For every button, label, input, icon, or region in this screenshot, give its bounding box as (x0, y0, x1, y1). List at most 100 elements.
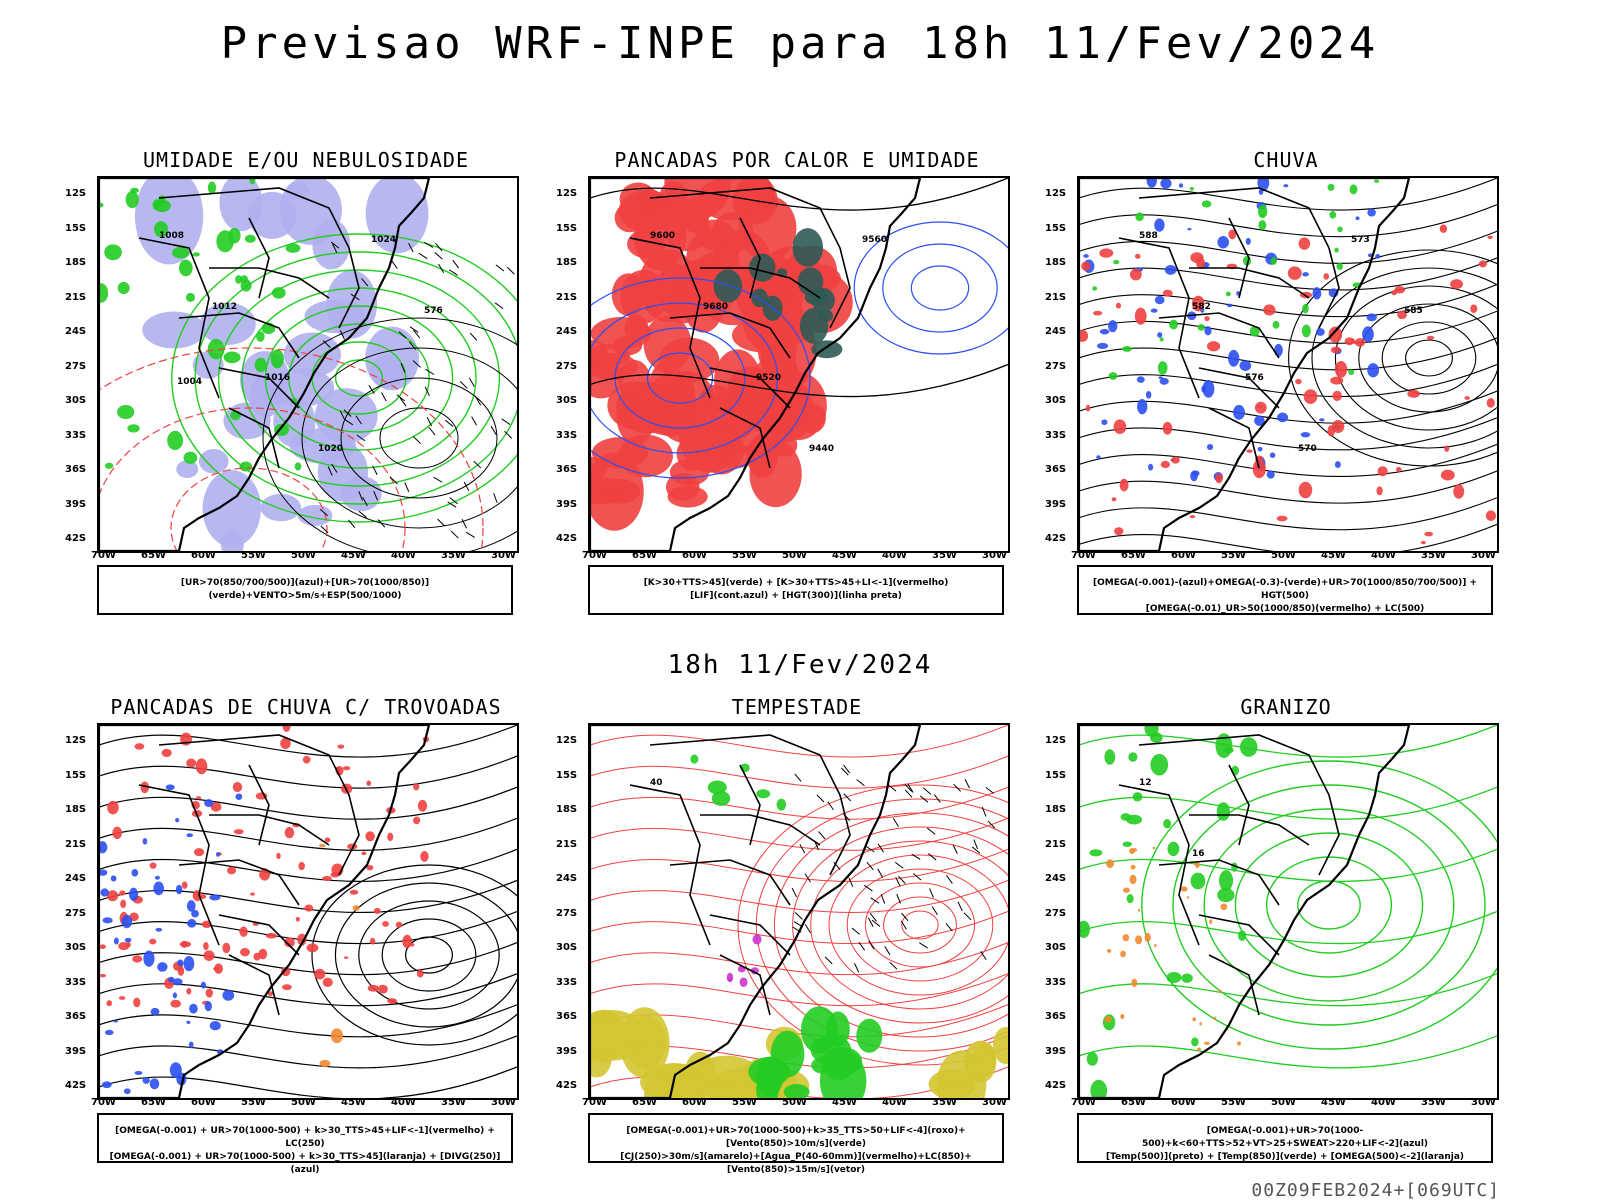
lon-tick-label: 35W (441, 1097, 466, 1108)
page-title: Previsao WRF-INPE para 18h 11/Fev/2024 (220, 18, 1380, 69)
lon-tick-label: 65W (141, 550, 166, 561)
wind850-vector (848, 877, 854, 888)
wind850-vector (963, 912, 972, 921)
omega-ur50-area (1079, 329, 1089, 342)
omega-ur50-area (1111, 497, 1117, 502)
humidity-1000-850-spot (99, 283, 109, 303)
lat-tick-label: 12S (65, 735, 87, 746)
wind850-vector (858, 941, 866, 951)
omega500-area (1194, 861, 1200, 869)
lon-tick-label: 70W (1071, 1097, 1096, 1108)
thunderstorm-area (297, 933, 307, 946)
divergence-area (142, 1076, 150, 1084)
wind850-vector (904, 783, 913, 792)
wind-vector (473, 460, 482, 469)
omega-strong-area (1201, 200, 1212, 208)
thunderstorm-area (366, 864, 374, 871)
omega-area (1334, 461, 1341, 469)
temp850-contour (1215, 733, 1233, 758)
lon-tick-label: 35W (441, 550, 466, 561)
thunderstorm-area (369, 937, 376, 945)
lat-tick-label: 21S (556, 838, 578, 850)
wind-vector (331, 463, 338, 473)
hgt500-contour (1405, 339, 1453, 377)
wind850-vector (985, 786, 995, 794)
lat-tick-label: 30S (556, 395, 578, 406)
thunderstorm-area (417, 799, 428, 812)
thunderstorm-area (120, 899, 127, 909)
thunderstorm-area (258, 948, 268, 960)
lat-tick-label: 24S (556, 326, 578, 337)
temp850-contour (1297, 880, 1361, 930)
omega-ur50-area (1486, 398, 1495, 408)
thunderstorm-area (195, 758, 208, 775)
state-border (719, 954, 771, 1016)
divergence-area (131, 868, 139, 877)
state-border (629, 237, 711, 399)
state-border (700, 267, 821, 299)
thunderstorm-area (280, 737, 291, 750)
wind-vector (358, 510, 367, 518)
divergence-area (124, 937, 132, 943)
omega-ur50-area (1298, 237, 1311, 250)
humidity-850-500-area (260, 493, 302, 522)
hgt300-contour (590, 178, 1008, 211)
contour-label: 9600 (650, 231, 675, 241)
divergence-area (100, 888, 109, 897)
contour-label: 12 (1139, 778, 1152, 788)
lon-tick-label: 60W (682, 1097, 707, 1108)
lat-tick-label: 30S (556, 942, 578, 953)
lat-tick-label: 18S (1045, 257, 1067, 268)
thunderstorm-area (322, 977, 333, 988)
wind-vector (358, 491, 363, 501)
divergence-area (142, 838, 148, 845)
wind-vector (332, 243, 338, 254)
temp850-contour (1234, 832, 1424, 978)
state-border (649, 187, 851, 329)
state-border (629, 784, 711, 946)
contour-label: 585 (1404, 306, 1423, 316)
wind850-vector (911, 853, 921, 860)
temp850-contour (1141, 760, 1497, 1050)
legend-line: [Temp(500)](preto) + [Temp(850)](verde) … (1105, 1152, 1465, 1162)
wind-vector (413, 329, 421, 339)
thunderstorm-area (314, 968, 326, 980)
coastline (99, 178, 431, 551)
omega-ur50-area (1334, 361, 1348, 378)
divergence-area (235, 793, 243, 801)
wind850-area (856, 1018, 883, 1053)
contour-label: 9560 (862, 235, 887, 245)
omega-area (1164, 264, 1177, 275)
lon-tick-label: 30W (1471, 1097, 1496, 1108)
contour-label: 1004 (177, 377, 202, 387)
humidity-1000-850-spot (207, 181, 217, 194)
wind850-vector (896, 893, 901, 904)
wind850-vector (895, 877, 901, 887)
wind-vector (398, 331, 407, 339)
wind-vector (433, 476, 443, 483)
omega-ur50-area (1204, 316, 1210, 322)
k-tts-area (713, 269, 743, 303)
omega-strong-area (1327, 183, 1335, 191)
thunderstorm-area (149, 938, 157, 945)
lat-tick-label: 42S (1045, 1080, 1067, 1091)
lc250-streamline (99, 973, 517, 1007)
lat-tick-label: 33S (1045, 429, 1067, 441)
contour-label: 576 (424, 306, 443, 316)
state-border (158, 734, 360, 876)
temp850-contour (1086, 1052, 1098, 1066)
lif-contour (882, 243, 998, 333)
temp850-contour (1219, 870, 1234, 891)
omega-ur50-area (1485, 510, 1497, 521)
divergence-area (157, 962, 168, 972)
lon-tick-label: 40W (391, 1097, 416, 1108)
wind-vector (448, 269, 458, 276)
thunderstorm-area (282, 725, 291, 733)
hgt500-contour (1079, 443, 1497, 477)
lon-tick-label: 30W (491, 1097, 516, 1108)
thunderstorm-area (284, 827, 295, 839)
lat-tick-label: 33S (1045, 976, 1067, 988)
wind-vector (447, 501, 457, 508)
omega-area (1146, 178, 1157, 188)
divergence-area (165, 784, 175, 791)
